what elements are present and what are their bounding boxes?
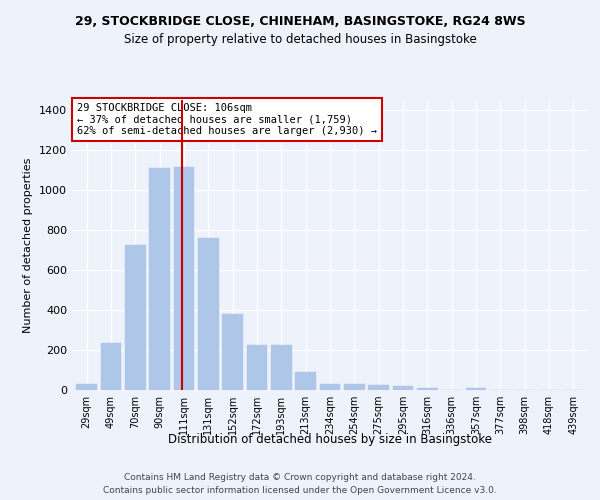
Bar <box>466 388 487 390</box>
Bar <box>368 386 389 390</box>
Bar <box>173 167 194 390</box>
Bar <box>101 343 121 390</box>
Text: 29 STOCKBRIDGE CLOSE: 106sqm
← 37% of detached houses are smaller (1,759)
62% of: 29 STOCKBRIDGE CLOSE: 106sqm ← 37% of de… <box>77 103 377 136</box>
Bar <box>271 345 292 390</box>
Bar <box>417 388 438 390</box>
Y-axis label: Number of detached properties: Number of detached properties <box>23 158 34 332</box>
Bar <box>222 314 243 390</box>
Text: Size of property relative to detached houses in Basingstoke: Size of property relative to detached ho… <box>124 32 476 46</box>
Bar <box>320 384 340 390</box>
Bar <box>247 345 268 390</box>
Text: Contains public sector information licensed under the Open Government Licence v3: Contains public sector information licen… <box>103 486 497 495</box>
Bar <box>295 372 316 390</box>
Text: Distribution of detached houses by size in Basingstoke: Distribution of detached houses by size … <box>168 432 492 446</box>
Text: Contains HM Land Registry data © Crown copyright and database right 2024.: Contains HM Land Registry data © Crown c… <box>124 472 476 482</box>
Bar <box>344 384 365 390</box>
Bar <box>392 386 413 390</box>
Bar <box>149 168 170 390</box>
Bar <box>125 245 146 390</box>
Bar <box>198 238 218 390</box>
Bar <box>76 384 97 390</box>
Text: 29, STOCKBRIDGE CLOSE, CHINEHAM, BASINGSTOKE, RG24 8WS: 29, STOCKBRIDGE CLOSE, CHINEHAM, BASINGS… <box>74 15 526 28</box>
